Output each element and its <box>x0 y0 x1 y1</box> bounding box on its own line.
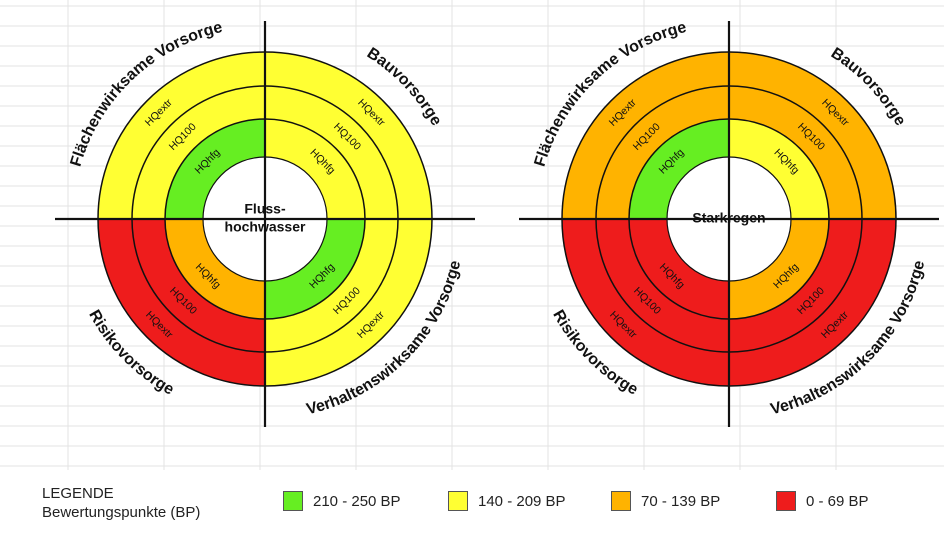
sector-top-left-ring3 <box>98 52 265 219</box>
sector-top-right-ring1 <box>265 119 365 219</box>
legend-swatch-yellow <box>448 491 468 511</box>
legend-swatch-orange <box>611 491 631 511</box>
diagram-canvas: HQhfgHQ100HQextrHQhfgHQ100HQextrHQhfgHQ1… <box>0 0 944 470</box>
legend-label: 70 - 139 BP <box>641 492 721 510</box>
sector-top-right-ring2 <box>729 86 862 219</box>
sector-top-left-ring1 <box>165 119 265 219</box>
legend-label: 140 - 209 BP <box>478 492 566 510</box>
sector-bottom-left-ring3 <box>98 219 265 386</box>
legend-label: 0 - 69 BP <box>806 492 869 510</box>
sector-top-left-ring3 <box>562 52 729 219</box>
legend-item-green: 210 - 250 BP <box>283 490 401 512</box>
sector-top-left-ring2 <box>596 86 729 219</box>
legend-item-yellow: 140 - 209 BP <box>448 490 566 512</box>
center-label: Starkregen <box>692 210 765 226</box>
sector-bottom-right-ring3 <box>729 219 896 386</box>
center-label: Fluss- <box>244 201 286 217</box>
legend: LEGENDE Bewertungspunkte (BP) 210 - 250 … <box>0 468 944 534</box>
sector-top-right-ring3 <box>729 52 896 219</box>
sector-bottom-right-ring1 <box>729 219 829 319</box>
sector-top-left-ring1 <box>629 119 729 219</box>
sector-top-left-ring2 <box>132 86 265 219</box>
center-label: hochwasser <box>225 219 306 235</box>
sector-bottom-left-ring3 <box>562 219 729 386</box>
sector-bottom-right-ring2 <box>729 219 862 352</box>
sector-bottom-right-ring3 <box>265 219 432 386</box>
sector-bottom-left-ring2 <box>596 219 729 352</box>
legend-swatch-green <box>283 491 303 511</box>
legend-title: LEGENDE <box>42 485 114 502</box>
legend-subtitle: Bewertungspunkte (BP) <box>42 504 201 521</box>
legend-title-block: LEGENDE Bewertungspunkte (BP) <box>42 484 200 522</box>
legend-label: 210 - 250 BP <box>313 492 401 510</box>
sector-bottom-left-ring2 <box>132 219 265 352</box>
sector-top-right-ring3 <box>265 52 432 219</box>
sector-top-right-ring2 <box>265 86 398 219</box>
sector-bottom-right-ring1 <box>265 219 365 319</box>
sector-bottom-left-ring1 <box>165 219 265 319</box>
legend-swatch-red <box>776 491 796 511</box>
sector-bottom-left-ring1 <box>629 219 729 319</box>
legend-item-orange: 70 - 139 BP <box>611 490 720 512</box>
legend-item-red: 0 - 69 BP <box>776 490 869 512</box>
sector-top-right-ring1 <box>729 119 829 219</box>
sector-bottom-right-ring2 <box>265 219 398 352</box>
